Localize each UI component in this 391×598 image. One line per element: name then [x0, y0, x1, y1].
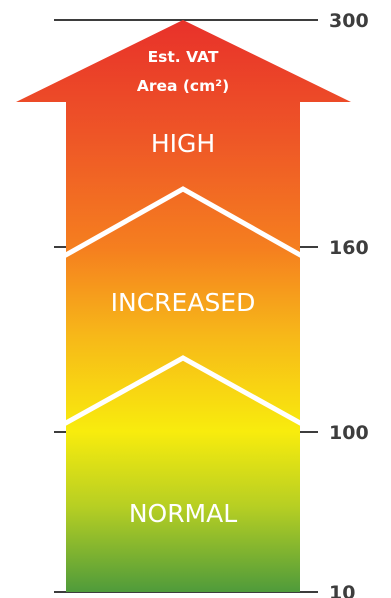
divider-increased-normal	[62, 355, 304, 427]
divider-high-increased	[62, 186, 304, 259]
zone-label-normal: NORMAL	[129, 499, 237, 528]
zone-label-high: HIGH	[151, 129, 215, 158]
tick-label-10: 10	[329, 582, 355, 598]
vat-title-line1: Est. VAT	[148, 48, 219, 66]
zone-label-increased: INCREASED	[111, 288, 256, 317]
tick-label-160: 160	[329, 237, 369, 259]
tick-label-300: 300	[329, 10, 369, 32]
tick-label-100: 100	[329, 422, 369, 444]
vat-title-line2: Area (cm²)	[137, 77, 229, 95]
gradient-arrow	[16, 20, 351, 592]
